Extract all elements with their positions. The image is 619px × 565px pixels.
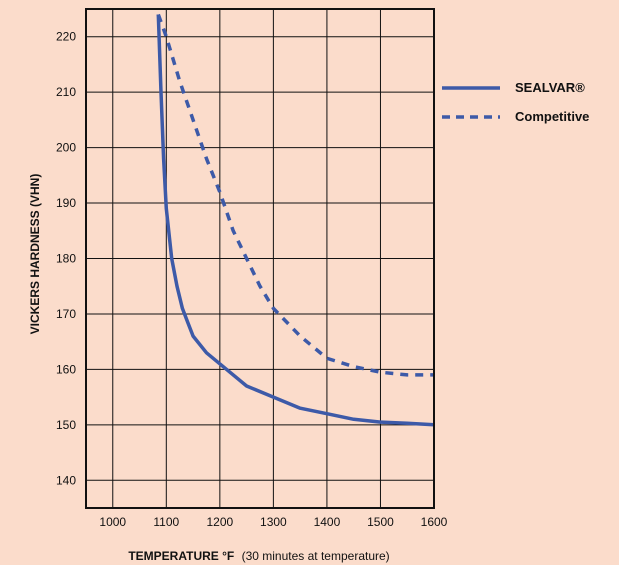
- y-tick-label: 190: [56, 196, 76, 210]
- x-axis-title: TEMPERATURE °F (30 minutes at temperatur…: [128, 549, 389, 563]
- legend-label-sealvar: SEALVAR®: [515, 80, 585, 95]
- series-line-competitive: [156, 13, 434, 377]
- y-tick-label: 170: [56, 307, 76, 321]
- series-line-sealvar: [156, 14, 435, 427]
- x-axis-title-note: (30 minutes at temperature): [242, 549, 390, 563]
- x-tick-label: 1200: [206, 515, 233, 529]
- x-tick-label: 1000: [99, 515, 126, 529]
- y-tick-label: 220: [56, 30, 76, 44]
- y-axis-title: VICKERS HARDNESS (VHN): [28, 174, 42, 335]
- y-tick-labels: 140 150 160 170 180 190 200 210 220: [56, 30, 76, 488]
- y-tick-label: 210: [56, 85, 76, 99]
- plot-frame: [85, 8, 435, 509]
- x-axis-title-bold: TEMPERATURE °F: [128, 549, 234, 563]
- y-tick-label: 150: [56, 418, 76, 432]
- y-tick-label: 140: [56, 473, 76, 487]
- grid: [86, 9, 435, 508]
- y-tick-label: 160: [56, 362, 76, 376]
- x-tick-label: 1300: [260, 515, 287, 529]
- series-layer: [156, 13, 435, 427]
- legend: SEALVAR® Competitive: [442, 80, 589, 124]
- legend-label-competitive: Competitive: [515, 109, 589, 124]
- x-tick-label: 1500: [367, 515, 394, 529]
- x-tick-label: 1600: [421, 515, 448, 529]
- y-tick-label: 200: [56, 141, 76, 155]
- y-tick-label: 180: [56, 252, 76, 266]
- x-tick-labels: 1000 1100 1200 1300 1400 1500 1600: [99, 515, 447, 529]
- x-tick-label: 1400: [314, 515, 341, 529]
- x-tick-label: 1100: [153, 515, 179, 529]
